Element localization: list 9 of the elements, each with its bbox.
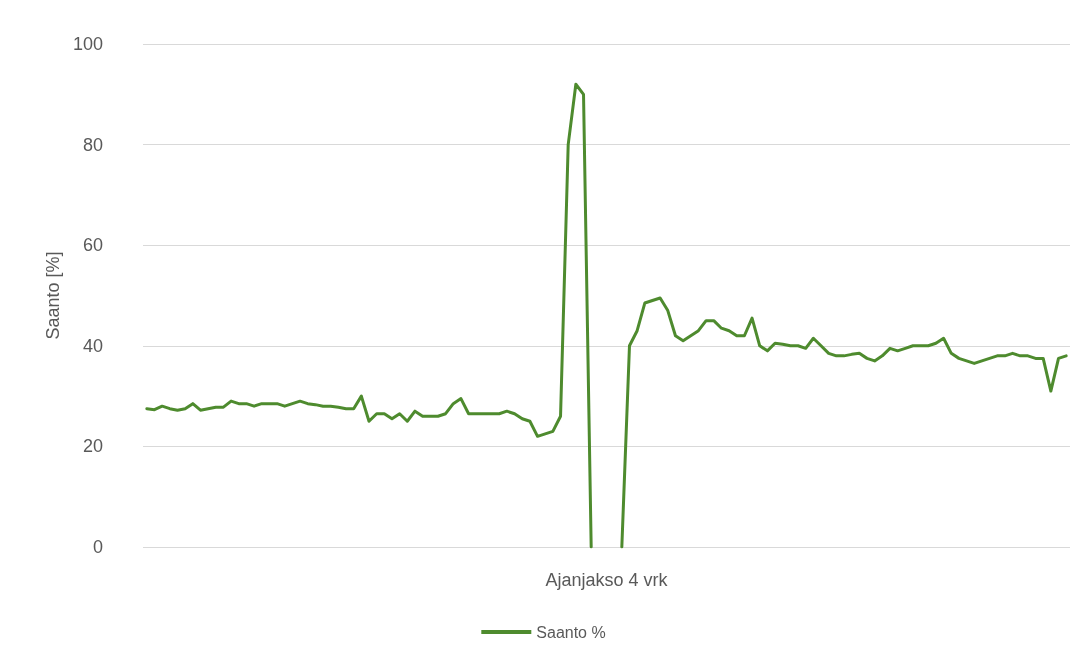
y-tick-label: 40 bbox=[82, 335, 103, 356]
y-tick-label: 100 bbox=[72, 34, 103, 54]
y-axis-title: Saanto [%] bbox=[43, 251, 64, 340]
x-axis-title: Ajanjakso 4 vrk bbox=[545, 570, 669, 590]
legend-label: Saanto % bbox=[536, 623, 606, 641]
y-tick-label: 60 bbox=[82, 235, 103, 256]
y-tick-label: 80 bbox=[82, 134, 103, 155]
y-tick-label: 0 bbox=[92, 537, 103, 557]
y-tick-label: 20 bbox=[82, 436, 103, 457]
